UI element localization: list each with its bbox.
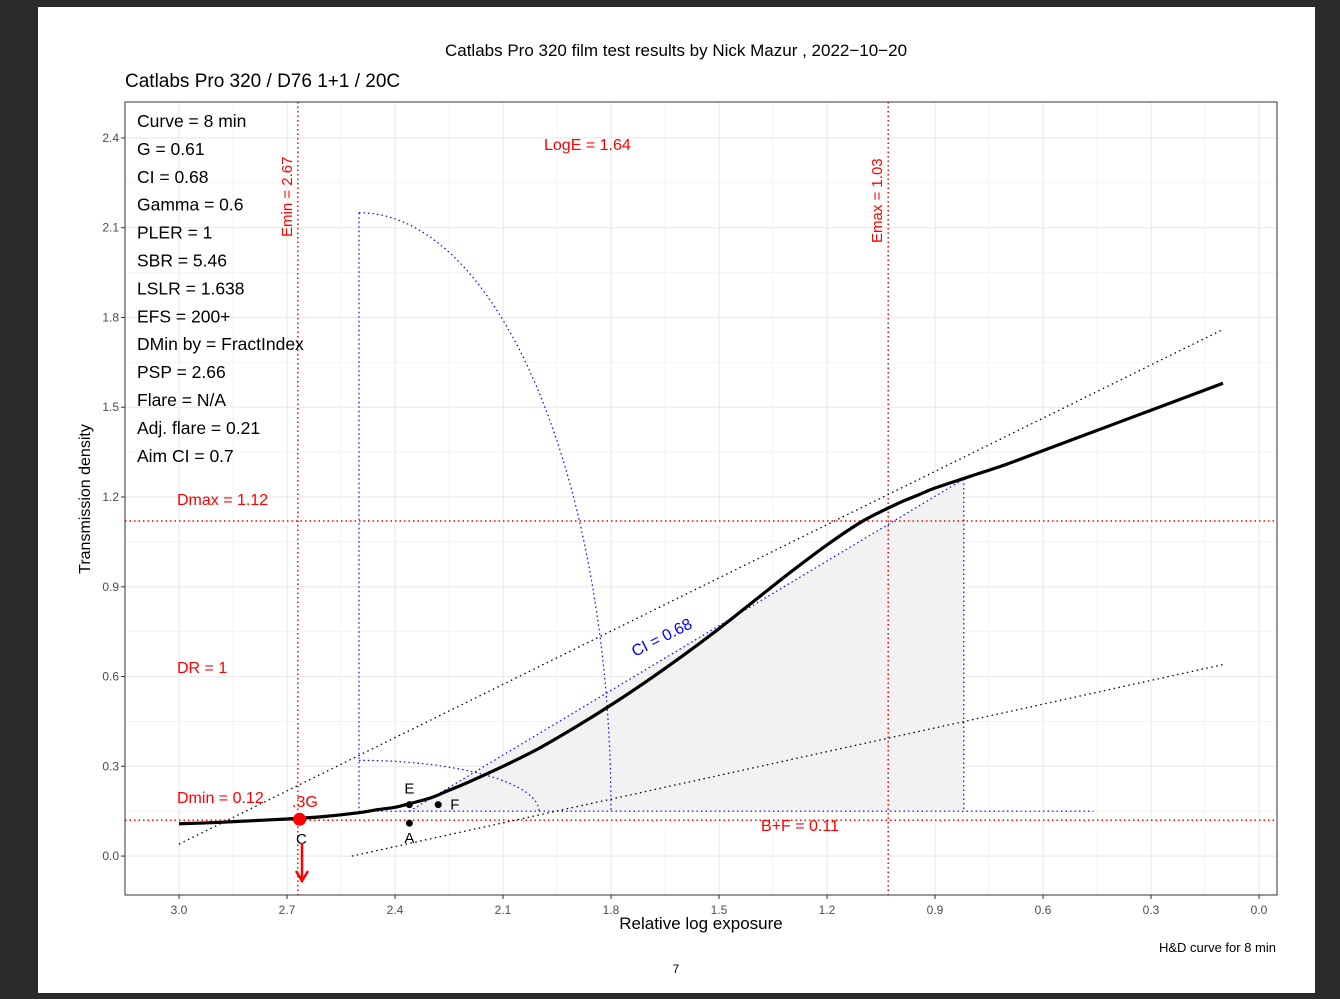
tangent-line	[351, 663, 1224, 857]
subtitle: Catlabs Pro 320 / D76 1+1 / 20C	[125, 71, 400, 92]
ci-triangle	[409, 479, 964, 812]
x-tick-label: 0.0	[1251, 903, 1268, 917]
exposure-arc-large	[358, 212, 612, 812]
x-tick-label: 1.2	[819, 903, 836, 917]
x-axis-title: Relative log exposure	[619, 914, 782, 933]
stat-line: EFS = 200+	[137, 306, 230, 326]
stats-panel: Curve = 8 min G = 0.61 CI = 0.68 Gamma = 0.…	[137, 111, 304, 466]
plot-border	[124, 101, 1278, 896]
stat-line: DMin by = FractIndex	[137, 334, 304, 354]
y-tick-label: 2.1	[102, 221, 119, 235]
point-c	[293, 812, 307, 826]
point-layer: E F A	[293, 781, 459, 847]
point-f	[434, 801, 442, 809]
y-tick-label: 1.8	[102, 310, 119, 324]
stat-line: Adj. flare = 0.21	[137, 418, 260, 438]
page-number: 7	[673, 962, 680, 976]
point-c-tag: .3G	[292, 794, 318, 811]
x-tick-label: 0.6	[1035, 903, 1052, 917]
bf-label: B+F = 0.11	[761, 818, 839, 835]
hd-chart: Catlabs Pro 320 film test results by Nic…	[77, 41, 1278, 976]
y-tick-label: 1.2	[102, 490, 119, 504]
emin-label: Emin = 2.67	[279, 157, 296, 237]
y-tick-label: 1.5	[102, 400, 119, 414]
stat-line: LSLR = 1.638	[137, 278, 245, 298]
x-tick-label: 2.4	[387, 903, 404, 917]
y-tick-label: 2.4	[102, 131, 119, 145]
axis-ticks: 3.0 2.7 2.4 2.1 1.8 1.5 1.2 0.9 0.6 0.3 0.0 0.0 0.3 0…	[102, 131, 1267, 917]
arrow-head	[294, 870, 310, 884]
point-label-e: E	[404, 781, 414, 798]
guide-lines	[178, 212, 1224, 857]
stat-line: Aim CI = 0.7	[137, 446, 234, 466]
point-a	[405, 819, 413, 827]
emax-label: Emax = 1.03	[869, 158, 886, 243]
point-label-a: A	[404, 830, 414, 847]
exposure-arrow	[294, 843, 310, 884]
point-label-f: F	[450, 797, 459, 814]
stat-line: PSP = 2.66	[137, 362, 226, 382]
stat-line: Flare = N/A	[137, 390, 226, 410]
x-tick-label: 0.9	[927, 903, 944, 917]
stat-line: PLER = 1	[137, 223, 212, 243]
point-e	[405, 801, 413, 809]
y-tick-label: 0.6	[102, 670, 119, 684]
stat-line: Curve = 8 min	[137, 111, 246, 131]
curve-layer	[178, 381, 1224, 826]
y-axis-title: Transmission density	[77, 424, 94, 574]
report-page: Catlabs Pro 320 film test results by Nic…	[38, 7, 1315, 993]
ci-triangle-area	[409, 478, 965, 812]
y-tick-label: 0.0	[102, 849, 119, 863]
stat-line: SBR = 5.46	[137, 251, 227, 271]
stat-line: CI = 0.68	[137, 167, 209, 187]
x-tick-label: 1.8	[603, 903, 620, 917]
y-tick-label: 0.9	[102, 580, 119, 594]
dr-label: DR = 1	[177, 660, 227, 677]
caption: H&D curve for 8 min	[1159, 940, 1276, 955]
main-title: Catlabs Pro 320 film test results by Nic…	[445, 41, 907, 60]
x-tick-label: 2.7	[279, 903, 296, 917]
reference-lines	[125, 102, 1277, 895]
hd-curve	[178, 381, 1224, 826]
x-tick-label: 3.0	[171, 903, 188, 917]
dmin-label: Dmin = 0.12	[177, 790, 264, 807]
loge-label: LogE = 1.64	[544, 137, 631, 154]
x-tick-label: 2.1	[495, 903, 512, 917]
stat-line: G = 0.61	[137, 139, 205, 159]
stat-line: Gamma = 0.6	[137, 195, 244, 215]
y-tick-label: 0.3	[102, 759, 119, 773]
dmax-label: Dmax = 1.12	[177, 492, 268, 509]
x-tick-label: 1.5	[711, 903, 728, 917]
x-tick-label: 0.3	[1143, 903, 1160, 917]
point-c-label: C	[296, 831, 307, 848]
